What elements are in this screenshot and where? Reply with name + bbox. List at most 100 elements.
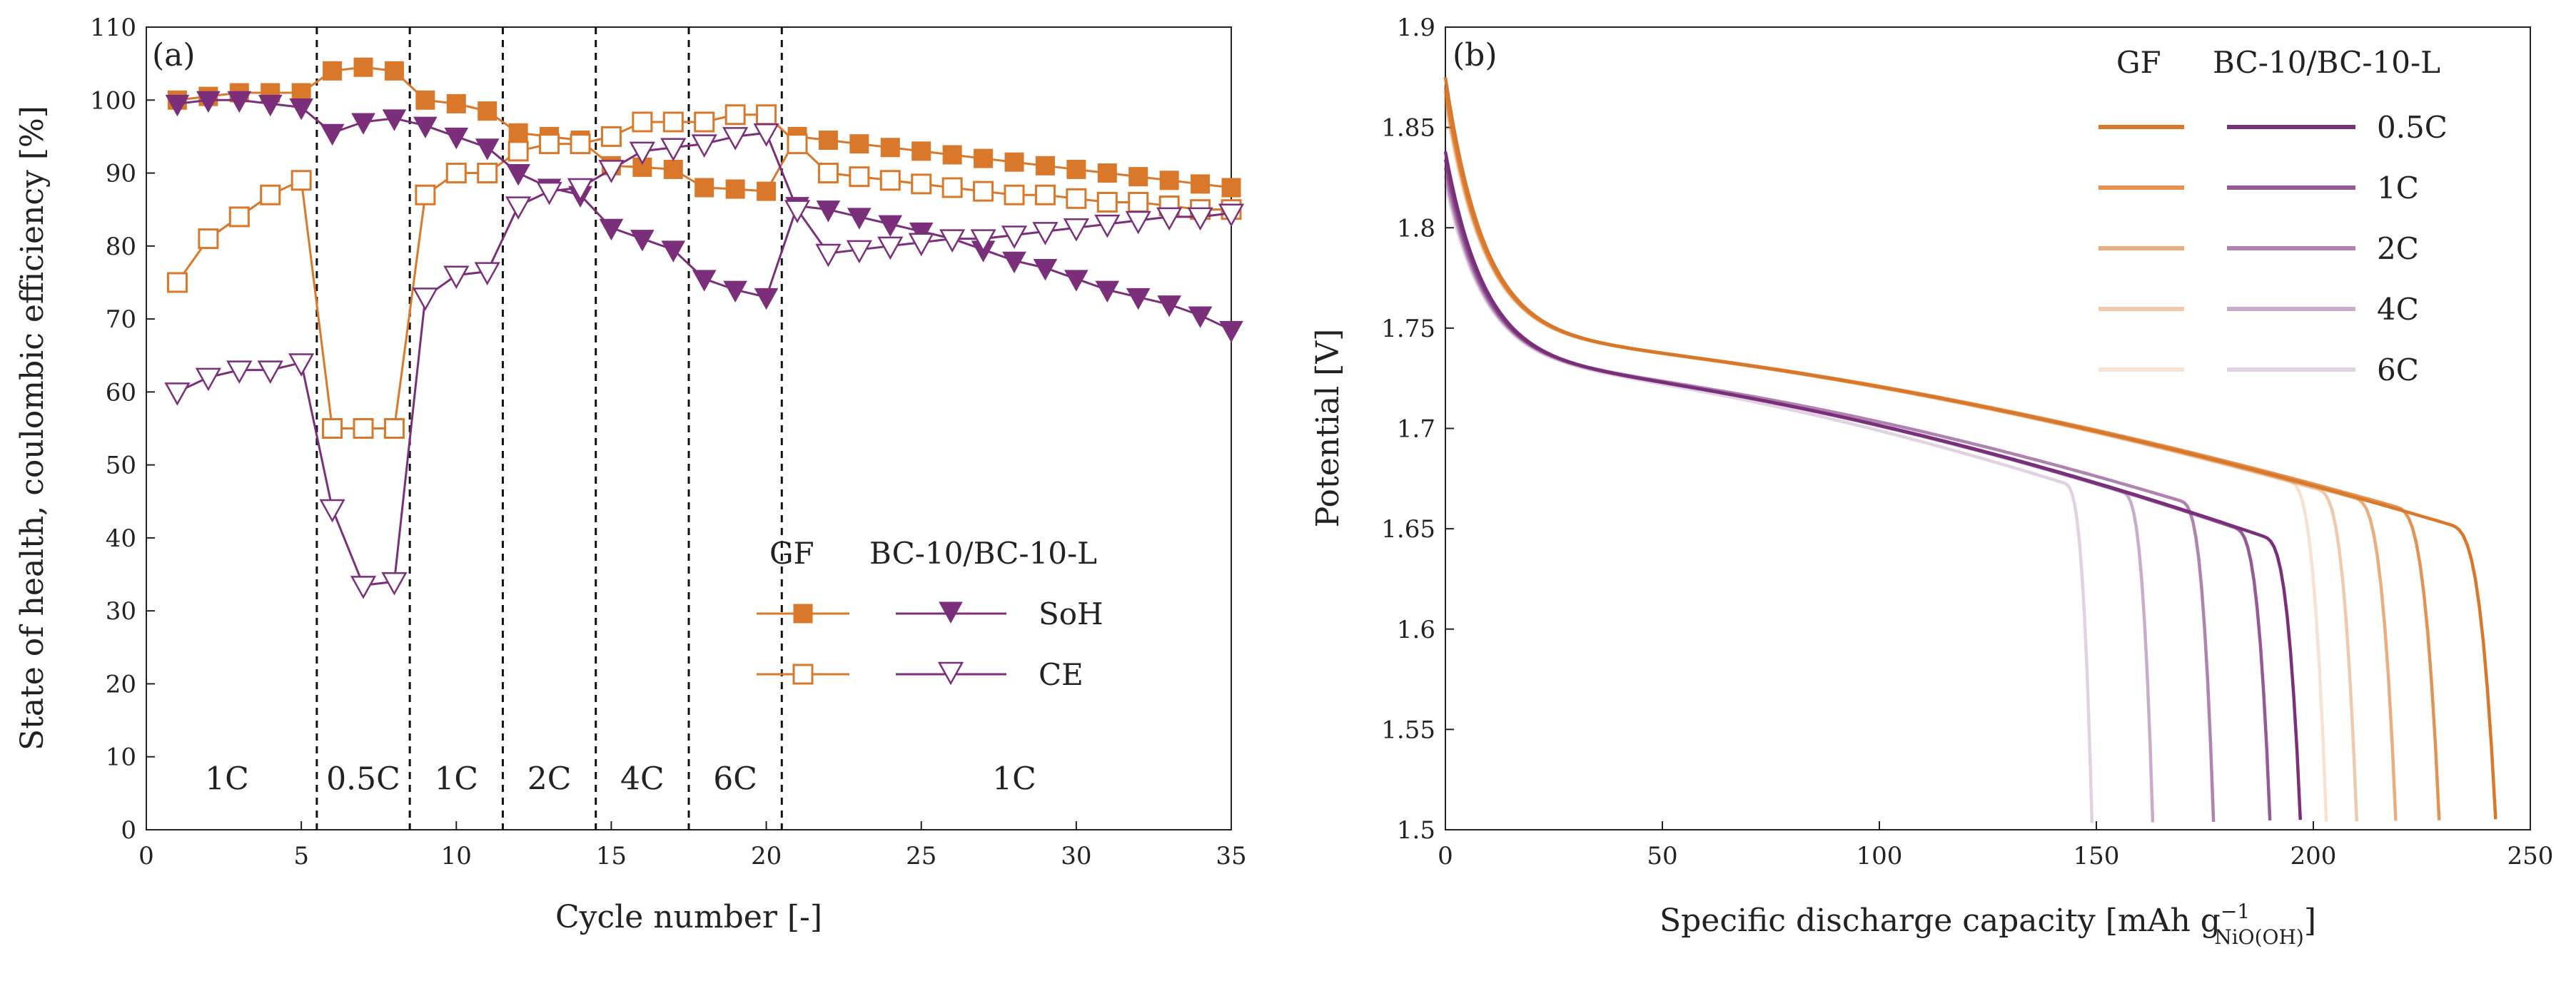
rate-label: 1C	[205, 761, 249, 797]
data-point	[166, 272, 188, 293]
data-point	[970, 229, 996, 253]
panel-a-ytick-label: 110	[90, 14, 136, 42]
panel-a-ytick-label: 100	[90, 86, 136, 115]
panel-a-ytick-label: 90	[106, 160, 136, 188]
series-bc-6c	[1443, 183, 2094, 823]
panel-b-ytick-label: 1.5	[1397, 816, 1435, 845]
panel-a-axes: 0 5 10 15 20 25 30 35 0 10 20 30 40 50 60 70 80 90 100 110	[90, 14, 1247, 870]
data-point	[629, 141, 655, 166]
data-point	[446, 93, 466, 113]
data-point	[323, 61, 343, 81]
data-point	[1157, 295, 1181, 317]
data-point	[847, 208, 872, 230]
data-point	[757, 181, 777, 201]
legend-a-row-ce: CE	[1039, 657, 1084, 692]
legend-a-header-bc: BC-10/BC-10-L	[869, 536, 1097, 571]
panel-a-xtick-label: 15	[596, 842, 627, 870]
data-point	[1004, 184, 1025, 205]
series-bc-0-5c	[1443, 151, 2303, 820]
data-point	[599, 218, 624, 241]
panel-b-label: (b)	[1453, 37, 1497, 73]
data-point	[692, 270, 717, 292]
data-point	[1188, 306, 1213, 328]
data-point	[227, 91, 252, 113]
panel-b-xtick-label: 100	[1857, 842, 1903, 870]
data-point	[911, 173, 932, 195]
data-point	[1097, 163, 1117, 183]
data-point	[1187, 207, 1213, 231]
data-point	[383, 418, 405, 439]
data-point	[661, 240, 686, 263]
data-point	[660, 138, 687, 162]
series-bc-ce	[164, 123, 1245, 599]
data-point	[1128, 167, 1148, 187]
panel-b-plot-frame	[1445, 26, 2531, 830]
panel-b-ytick-label: 1.65	[1381, 515, 1435, 544]
data-point	[941, 177, 963, 198]
data-point	[1125, 210, 1151, 235]
panel-b-ytick-label: 1.75	[1381, 315, 1435, 343]
panel-b-xtick-label: 50	[1647, 842, 1677, 870]
data-point	[815, 243, 842, 268]
data-point	[226, 360, 253, 385]
data-point	[939, 229, 966, 253]
data-point	[1126, 288, 1151, 310]
panel-b-series	[1443, 76, 2497, 823]
data-point	[880, 138, 900, 158]
data-point	[291, 170, 312, 191]
data-point	[630, 230, 655, 252]
data-point	[474, 262, 500, 285]
series-gf-6c	[1443, 103, 2328, 822]
data-point	[1094, 214, 1121, 238]
data-point	[1221, 178, 1241, 198]
panel-a-xlabel: Cycle number [-]	[555, 899, 822, 935]
panel-b-xtick-label: 150	[2074, 842, 2120, 870]
data-point	[1128, 191, 1149, 213]
data-point	[1032, 222, 1059, 245]
data-point	[1219, 320, 1243, 343]
panel-a-ytick-label: 30	[106, 597, 136, 626]
series-gf-1c	[1443, 87, 2441, 820]
data-point	[415, 90, 435, 110]
data-point	[973, 181, 994, 202]
data-point	[353, 57, 373, 77]
series-bc-4c	[1443, 175, 2155, 823]
data-point	[536, 181, 562, 205]
rate-label: 2C	[527, 761, 572, 797]
data-point	[478, 101, 497, 121]
data-point	[1096, 191, 1118, 213]
data-point	[817, 163, 839, 184]
data-point	[1156, 207, 1183, 231]
data-point	[1002, 251, 1026, 274]
data-point	[289, 98, 313, 121]
data-point	[507, 141, 529, 162]
data-point	[849, 166, 870, 188]
data-point	[353, 418, 374, 439]
data-point	[412, 288, 438, 311]
data-point	[320, 123, 345, 146]
data-point	[444, 127, 469, 150]
data-point	[694, 178, 714, 198]
data-point	[846, 240, 872, 264]
panel-a-xtick-label: 20	[751, 842, 782, 870]
legend-b-rate-label: 1C	[2377, 171, 2419, 205]
data-point	[849, 134, 869, 154]
panel-b-xlabel: Specific discharge capacity [mAh g−1 NiO(…	[1660, 900, 2316, 949]
panel-b-ytick-label: 1.8	[1397, 214, 1435, 243]
panel-a-xtick-label: 25	[906, 842, 936, 870]
legend-a-marker	[793, 604, 813, 624]
data-point	[694, 111, 715, 133]
legend-b-header-bc: BC-10/BC-10-L	[2213, 45, 2440, 80]
legend-b-rate-label: 6C	[2377, 352, 2419, 387]
data-point	[662, 111, 684, 133]
data-point	[663, 159, 683, 179]
data-point	[911, 141, 931, 161]
legend-b-header-gf: GF	[2116, 45, 2161, 80]
data-point	[258, 94, 283, 117]
data-point	[196, 91, 221, 113]
panel-a-series	[164, 57, 1245, 599]
legend-a-marker	[937, 661, 964, 686]
panel-b-ytick-label: 1.7	[1397, 415, 1435, 444]
legend-a-marker	[792, 664, 814, 685]
